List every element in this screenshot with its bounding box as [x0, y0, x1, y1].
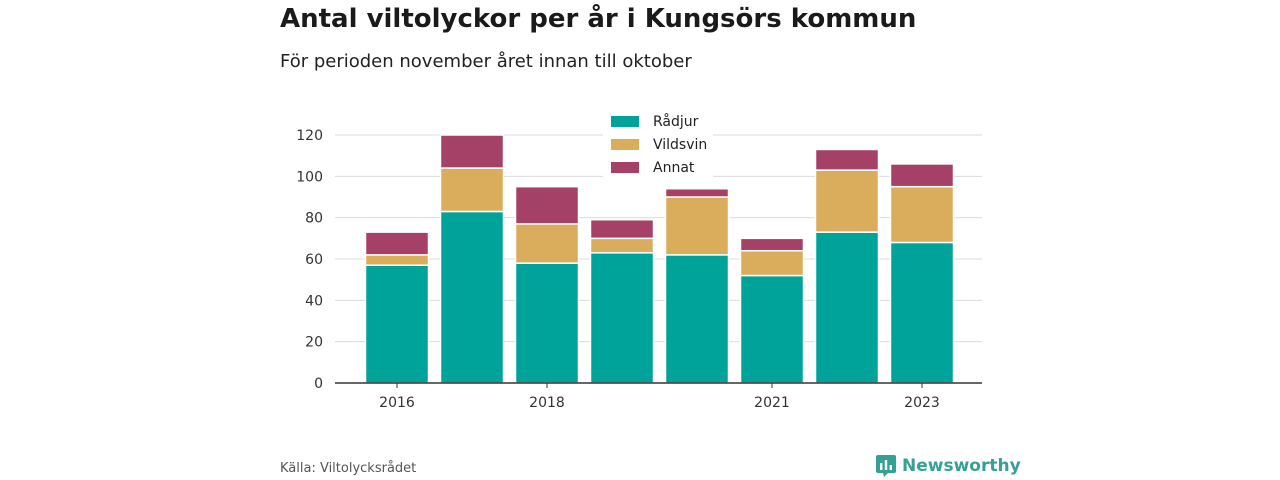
bar-segment-annat[interactable] — [739, 237, 805, 252]
bar-segment-rådjur[interactable] — [514, 262, 580, 384]
bar-segment-vildsvin[interactable] — [364, 254, 430, 266]
legend-label-rådjur: Rådjur — [653, 113, 699, 130]
y-tick-label: 0 — [314, 376, 323, 392]
x-tick-label: 2023 — [904, 395, 940, 411]
legend-swatch-rådjur — [611, 116, 639, 127]
y-tick-label: 80 — [305, 211, 323, 227]
x-tick-label: 2018 — [529, 395, 565, 411]
y-tick-label: 120 — [296, 128, 323, 144]
bar-segment-rådjur[interactable] — [364, 264, 430, 384]
chart-title: Antal viltolyckor per år i Kungsörs komm… — [280, 4, 917, 34]
legend-swatch-annat — [611, 162, 639, 173]
bar-stack-group — [364, 134, 955, 384]
brand-logo: Newsworthy — [876, 455, 1021, 477]
x-tick-label: 2016 — [379, 395, 415, 411]
legend-label-vildsvin: Vildsvin — [653, 137, 707, 153]
bar-segment-rådjur[interactable] — [439, 210, 505, 384]
bar-segment-vildsvin[interactable] — [814, 169, 880, 233]
bar-segment-vildsvin[interactable] — [889, 185, 955, 244]
x-axis-ticks: 2016 2018 2021 2023 — [379, 383, 940, 411]
newsworthy-logo-icon — [876, 455, 896, 477]
bar-segment-annat[interactable] — [589, 218, 655, 240]
chart-subtitle: För perioden november året innan till ok… — [280, 51, 692, 72]
legend: Rådjur Vildsvin Annat — [603, 107, 713, 179]
bar-segment-annat[interactable] — [814, 148, 880, 171]
bar-segment-annat[interactable] — [439, 134, 505, 169]
bar-segment-annat[interactable] — [514, 185, 580, 225]
bar-segment-annat[interactable] — [364, 231, 430, 256]
bar-segment-rådjur[interactable] — [814, 231, 880, 384]
bar-segment-vildsvin[interactable] — [739, 249, 805, 277]
bar-segment-rådjur[interactable] — [739, 274, 805, 384]
legend-label-annat: Annat — [653, 160, 695, 176]
bar-segment-rådjur[interactable] — [589, 252, 655, 384]
y-tick-label: 60 — [305, 252, 323, 268]
bar-segment-vildsvin[interactable] — [664, 196, 730, 256]
y-tick-label: 20 — [305, 335, 323, 351]
legend-swatch-vildsvin — [611, 139, 639, 150]
source-note: Källa: Viltolycksrådet — [280, 461, 417, 476]
brand-name: Newsworthy — [902, 456, 1021, 476]
y-tick-label: 40 — [305, 293, 323, 309]
y-tick-label: 100 — [296, 169, 323, 185]
bar-segment-rådjur[interactable] — [889, 241, 955, 384]
bar-segment-vildsvin[interactable] — [439, 167, 505, 213]
bar-segment-annat[interactable] — [664, 187, 730, 198]
bar-segment-rådjur[interactable] — [664, 254, 730, 384]
bar-segment-annat[interactable] — [889, 163, 955, 188]
bar-segment-vildsvin[interactable] — [589, 237, 655, 254]
x-tick-label: 2021 — [754, 395, 790, 411]
y-axis-ticks: 0 20 40 60 80 100 120 — [296, 128, 323, 392]
bar-segment-vildsvin[interactable] — [514, 223, 580, 264]
